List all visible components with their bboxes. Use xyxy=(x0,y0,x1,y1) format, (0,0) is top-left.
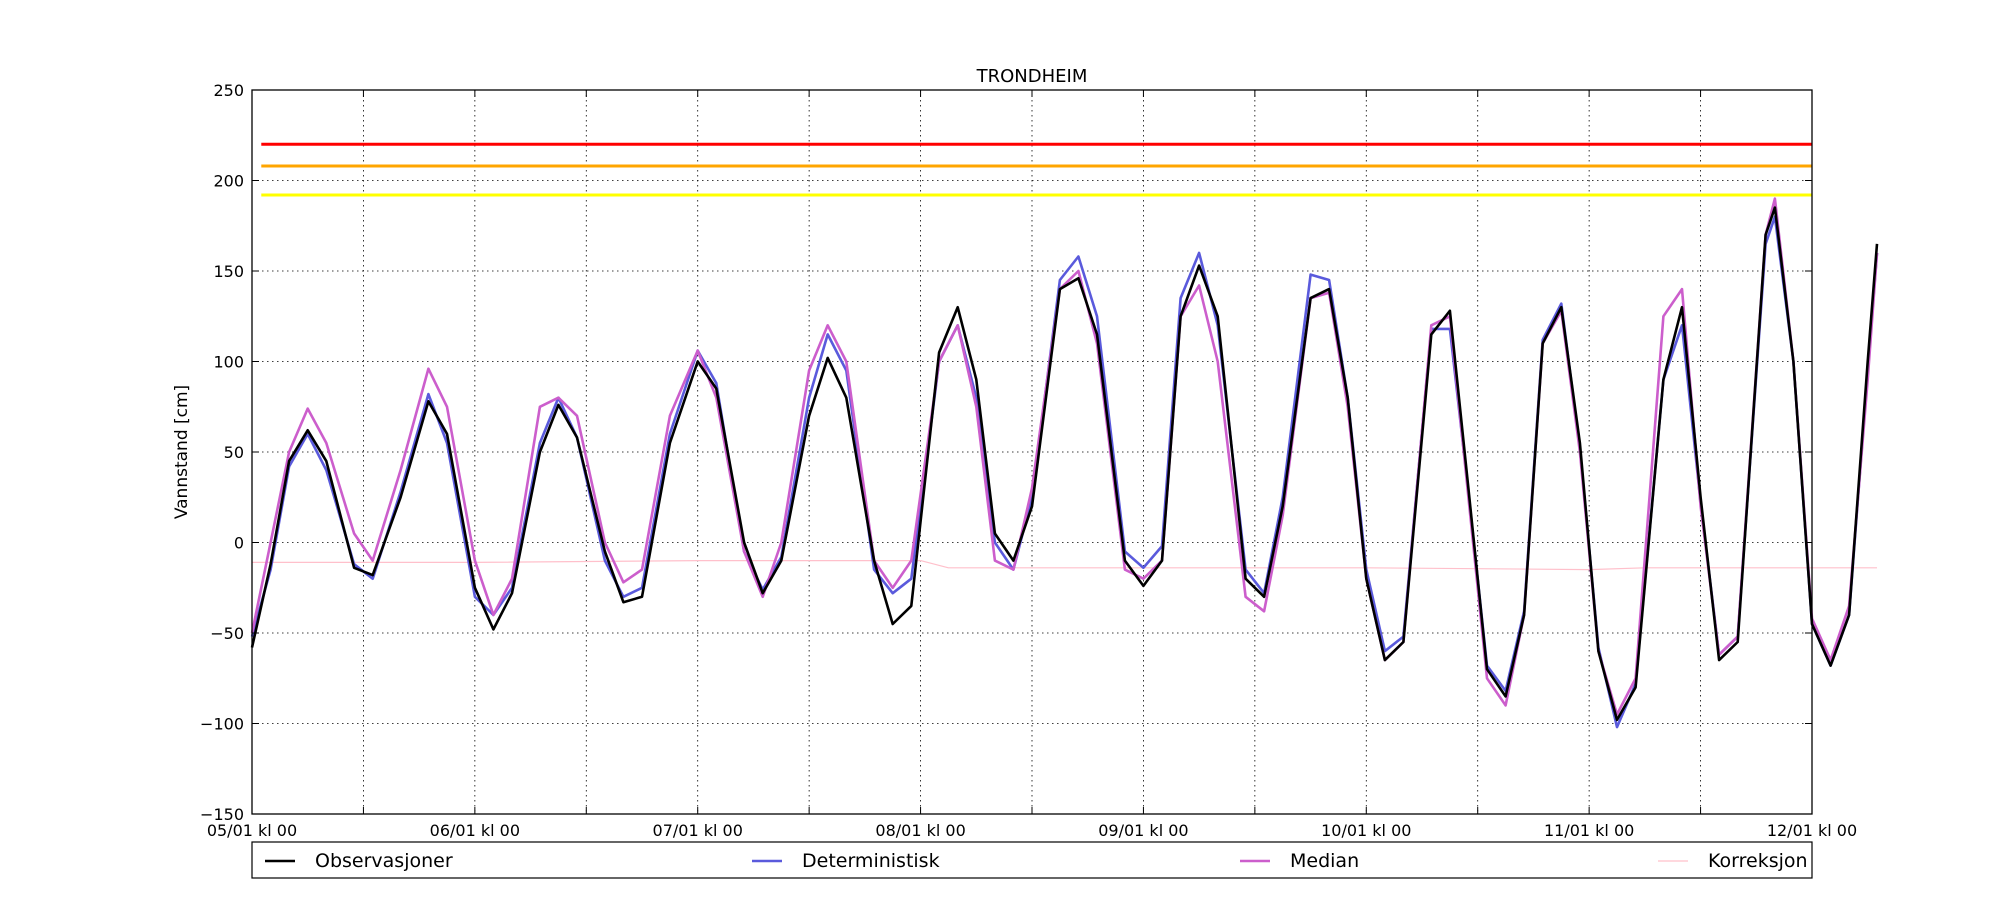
x-tick-label: 08/01 kl 00 xyxy=(875,821,965,840)
series-line-korreksjon xyxy=(252,559,1877,571)
y-tick-label: −150 xyxy=(200,805,244,824)
chart-title: TRONDHEIM xyxy=(976,66,1088,87)
x-tick-label: 07/01 kl 00 xyxy=(653,821,743,840)
y-tick-label: 0 xyxy=(234,534,244,553)
y-tick-layer: −150 −100 −50 0 50 100 150 200 250 xyxy=(200,81,1812,824)
legend-frame xyxy=(251,841,1813,879)
y-axis-label: Vannstand [cm] xyxy=(172,385,192,519)
y-tick-label: −50 xyxy=(210,624,244,643)
legend: Observasjoner Deterministisk Median Korreks… xyxy=(251,841,1813,879)
legend-label: Observasjoner xyxy=(315,850,453,872)
threshold-layer xyxy=(261,142,1812,197)
legend-label: Median xyxy=(1290,850,1359,872)
y-tick-label: −100 xyxy=(200,715,244,734)
y-tick-label: 100 xyxy=(213,353,244,372)
legend-label: Deterministisk xyxy=(802,850,940,872)
legend-label: Korreksjon xyxy=(1708,850,1808,872)
x-tick-label: 09/01 kl 00 xyxy=(1098,821,1188,840)
y-tick-label: 200 xyxy=(213,172,244,191)
x-tick-label: 11/01 kl 00 xyxy=(1544,821,1634,840)
y-tick-label: 50 xyxy=(224,443,244,462)
x-tick-label: 05/01 kl 00 xyxy=(207,821,297,840)
series-line-observasjoner xyxy=(250,206,1879,722)
y-tick-label: 150 xyxy=(213,262,244,281)
series-line-deterministisk xyxy=(250,215,1879,729)
x-tick-label: 12/01 kl 00 xyxy=(1767,821,1857,840)
x-tick-label: 10/01 kl 00 xyxy=(1321,821,1411,840)
series-layer xyxy=(250,197,1879,729)
grid-layer xyxy=(251,89,1813,815)
x-tick-label: 06/01 kl 00 xyxy=(430,821,520,840)
x-tick-layer: 05/01 kl 00 06/01 kl 00 07/01 kl 00 08/01 k… xyxy=(207,90,1857,840)
y-tick-label: 250 xyxy=(213,81,244,100)
